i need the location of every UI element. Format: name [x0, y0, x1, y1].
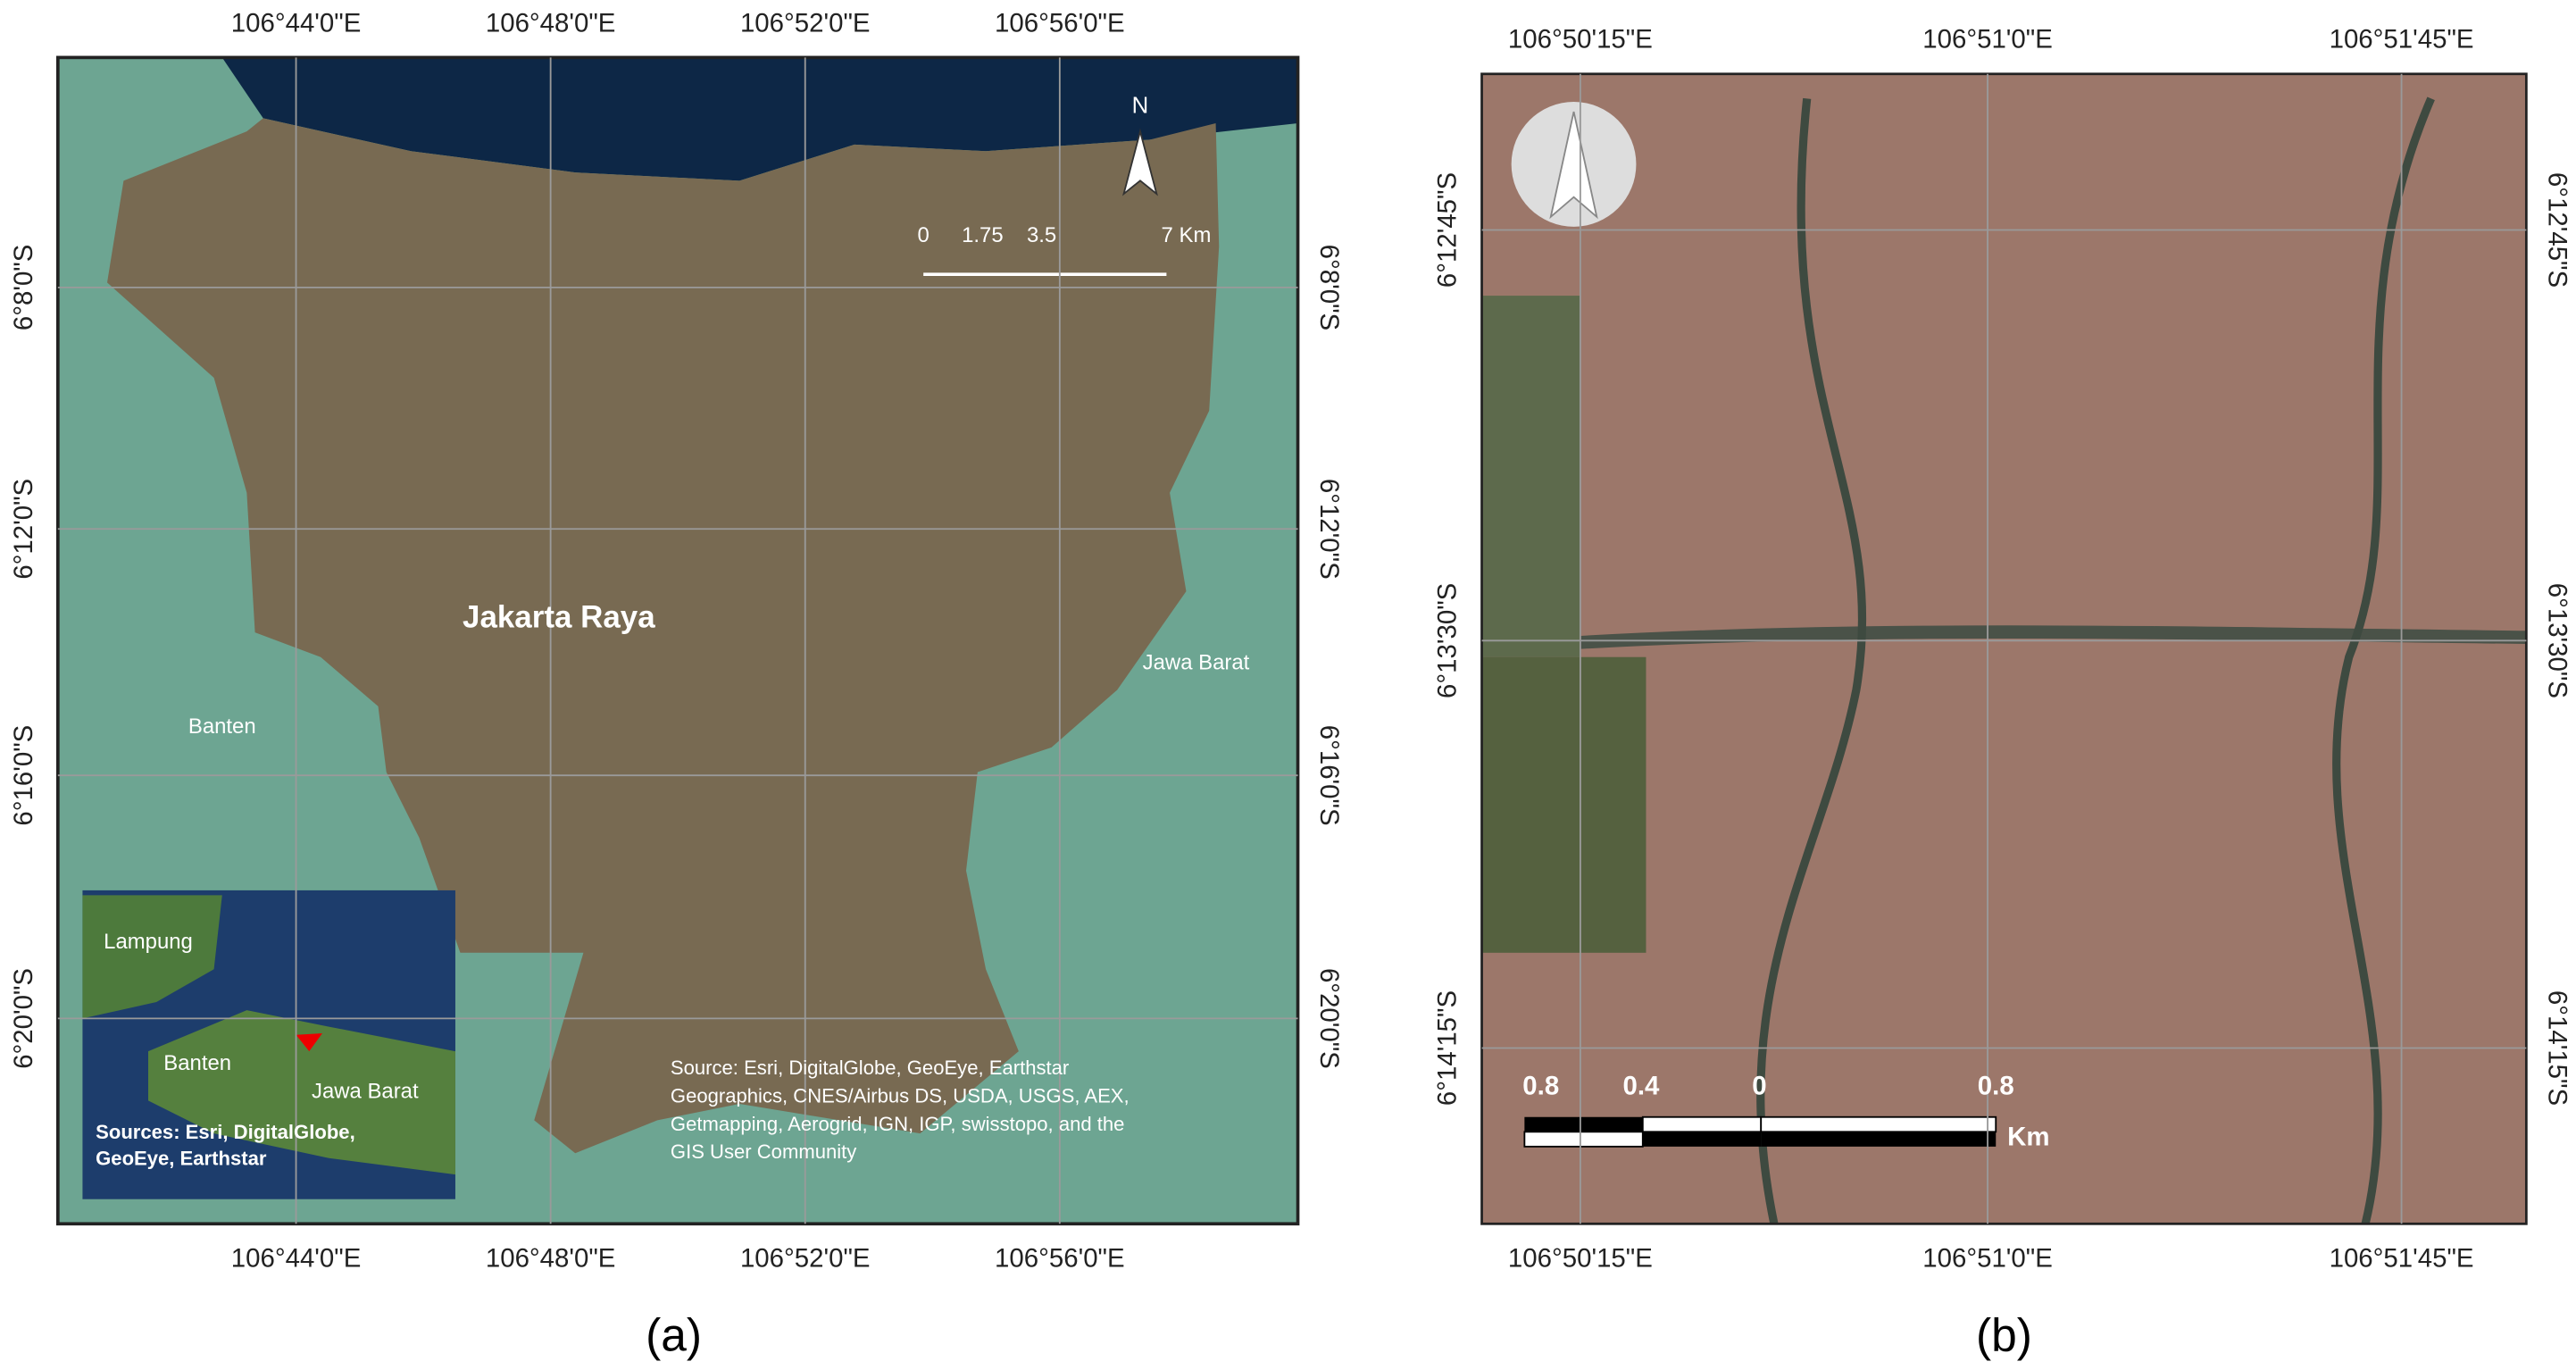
vegetation: [1481, 656, 1646, 953]
inset-jakarta: [296, 1032, 322, 1052]
frame-a: [56, 55, 1300, 1226]
scale-label: 1.75: [962, 223, 1004, 247]
scale-label: 0.8: [1522, 1071, 1559, 1100]
river: [1756, 97, 1867, 1225]
frame-b: [1480, 72, 2528, 1225]
sea: [221, 57, 1298, 181]
lat-label: 6°12'45"S: [2543, 172, 2572, 288]
inset-label: Lampung: [104, 930, 193, 954]
north-label: N: [1132, 93, 1149, 118]
map-b-base: [1481, 73, 2527, 1224]
lon-label: 106°56'0"E: [995, 1244, 1125, 1274]
lat-label: 6°8'0"S: [1314, 245, 1344, 330]
lon-label: 106°56'0"E: [995, 8, 1125, 38]
caption: (b): [1976, 1309, 2032, 1361]
inset-label: Banten: [163, 1051, 231, 1075]
lat-label: 6°12'0"S: [9, 479, 38, 580]
lat-label: 6°16'0"S: [1314, 725, 1344, 826]
scale-seg: [1761, 1132, 1997, 1147]
lon-label: 106°48'0"E: [486, 1244, 616, 1274]
lat-label: 6°14'15"S: [1433, 990, 1463, 1106]
scale-label: 3.5: [1027, 223, 1056, 247]
lon-label: 106°51'0"E: [1922, 1244, 2053, 1274]
scale-unit: Km: [2007, 1122, 2049, 1151]
lon-label: 106°50'15"E: [1508, 25, 1653, 54]
lon-label: 106°52'0"E: [740, 1244, 871, 1274]
scale-label: 7 Km: [1162, 223, 1212, 247]
source-text: Geographics, CNES/Airbus DS, USDA, USGS,…: [671, 1084, 1130, 1107]
lon-label: 106°48'0"E: [486, 8, 616, 38]
inset-java: [148, 1010, 455, 1175]
lat-label: 6°20'0"S: [1314, 968, 1344, 1069]
lon-label: 106°52'0"E: [740, 8, 871, 38]
lon-label: 106°44'0"E: [231, 1244, 362, 1274]
scale-seg: [1760, 1115, 1997, 1133]
lon-label: 106°44'0"E: [231, 8, 362, 38]
scale-seg: [1641, 1115, 1763, 1133]
scale-label: 0: [918, 223, 930, 247]
lon-label: 106°51'45"E: [2330, 1244, 2474, 1274]
inset-label: Jawa Barat: [312, 1079, 419, 1103]
source-text: Source: Esri, DigitalGlobe, GeoEye, Eart…: [671, 1057, 1069, 1079]
inset-sumatra: [82, 895, 222, 1019]
inset-source: GeoEye, Earthstar: [96, 1147, 267, 1169]
lat-label: 6°12'45"S: [1433, 172, 1463, 288]
lon-label: 106°50'15"E: [1508, 1244, 1653, 1274]
lat-label: 6°16'0"S: [9, 725, 38, 826]
region-label: Jawa Barat: [1143, 650, 1250, 674]
north-arrow: [1121, 128, 1158, 196]
source-text: GIS User Community: [671, 1140, 856, 1163]
lon-label: 106°51'45"E: [2330, 25, 2474, 54]
lat-label: 6°8'0"S: [9, 245, 38, 330]
scale-seg: [1524, 1116, 1643, 1132]
lon-label: 106°51'0"E: [1922, 25, 2053, 54]
lat-label: 6°13'30"S: [1433, 583, 1463, 698]
scale-label: 0.4: [1623, 1071, 1661, 1100]
scale-seg: [1523, 1131, 1644, 1148]
region-label: Jakarta Raya: [463, 600, 655, 635]
scale-label: 0.8: [1978, 1071, 2014, 1100]
scale-label: 0: [1752, 1071, 1766, 1100]
lat-label: 6°13'30"S: [2543, 583, 2572, 698]
lat-label: 6°12'0"S: [1314, 479, 1344, 580]
lat-label: 6°20'0"S: [9, 968, 38, 1069]
jakarta-region: [107, 118, 1220, 1154]
scale-seg: [1642, 1132, 1762, 1147]
source-text: Getmapping, Aerogrid, IGN, IGP, swisstop…: [671, 1113, 1125, 1135]
region-label: Banten: [188, 714, 256, 739]
vegetation: [1481, 296, 1580, 657]
river: [2332, 96, 2435, 1225]
lat-label: 6°14'15"S: [2543, 990, 2572, 1106]
inset-source: Sources: Esri, DigitalGlobe,: [96, 1121, 355, 1143]
caption: (a): [646, 1309, 702, 1361]
north-arrow-b: [1549, 111, 1598, 220]
